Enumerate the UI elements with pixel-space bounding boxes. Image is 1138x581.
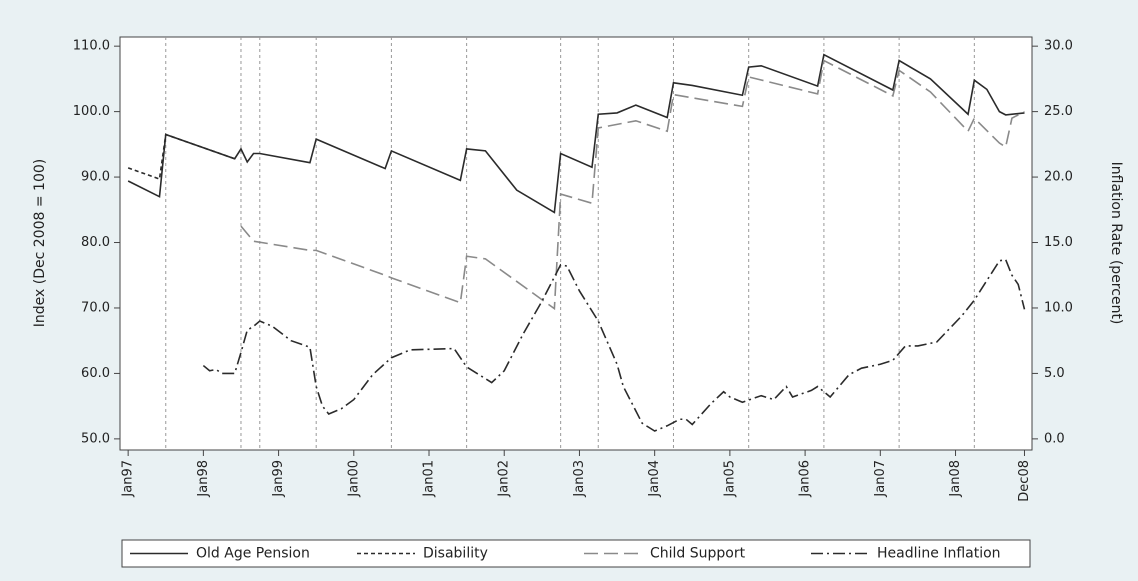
y2-tick-label: 15.0 [1044,235,1073,250]
x-tick-label: Jan98 [196,460,211,498]
y2-tick-label: 0.0 [1044,431,1065,446]
legend-box [121,539,1031,568]
y2-tick-label: 30.0 [1044,39,1073,54]
x-tick-label: Jan03 [572,460,587,498]
y-axis-title: Index (Dec 2008 = 100) [32,159,48,327]
y-tick-label: 80.0 [81,235,110,250]
x-tick-label: Jan07 [873,460,888,498]
y-tick-label: 90.0 [81,170,110,185]
x-tick-label: Dec08 [1017,460,1032,502]
x-tick-label: Jan04 [647,460,662,498]
series-line [240,59,1025,311]
y2-tick-label: 5.0 [1044,366,1065,381]
legend-label: Old Age Pension [196,546,310,562]
x-tick-label: Jan05 [722,460,737,498]
plot-area [119,36,1033,451]
y2-tick-label: 20.0 [1044,170,1073,185]
series-line [202,258,1026,432]
x-tick-label: Jan01 [422,460,437,498]
series-line [127,53,1025,214]
y-tick-label: 70.0 [81,300,110,315]
y-tick-label: 60.0 [81,366,110,381]
legend-label: Child Support [650,546,746,562]
x-tick-label: Jan97 [121,460,136,498]
x-tick-label: Jan00 [346,460,361,498]
y-tick-label: 110.0 [73,39,110,54]
y2-tick-label: 25.0 [1044,104,1073,119]
x-tick-label: Jan08 [948,460,963,498]
y2-tick-label: 10.0 [1044,300,1073,315]
y2-axis-title: Inflation Rate (percent) [1108,162,1124,325]
series-line [127,133,235,181]
legend-label: Headline Inflation [877,546,1001,562]
x-tick-label: Jan99 [271,460,286,498]
y-tick-label: 50.0 [81,431,110,446]
legend-label: Disability [423,546,488,562]
x-tick-label: Jan02 [497,460,512,498]
y-tick-label: 100.0 [73,104,110,119]
x-tick-label: Jan06 [798,460,813,498]
